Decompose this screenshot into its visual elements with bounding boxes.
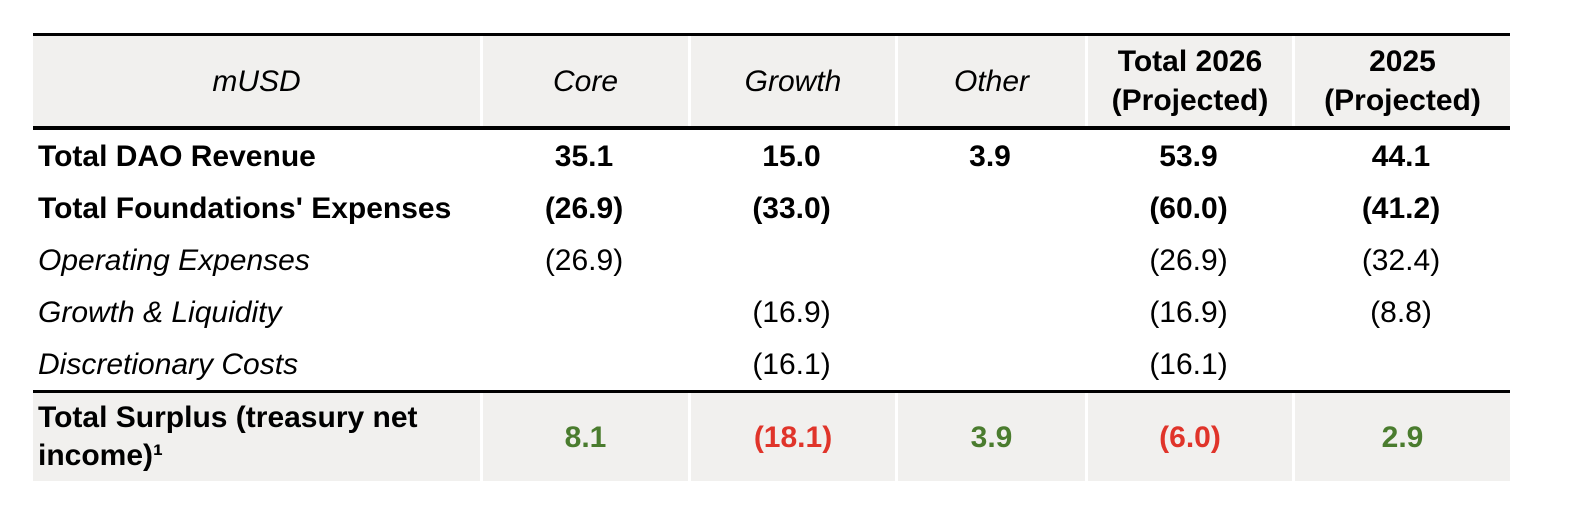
table-cell: (32.4): [1292, 234, 1510, 286]
column-header-2025-projected: 2025 (Projected): [1292, 36, 1510, 126]
row-label: Discretionary Costs: [33, 338, 480, 390]
table-cell: (26.9): [1085, 234, 1292, 286]
table-cell: 3.9: [895, 393, 1085, 481]
header-divider: [33, 126, 1510, 130]
column-header-musd: mUSD: [33, 36, 480, 126]
table-cell: (41.2): [1292, 182, 1510, 234]
total-divider: [33, 390, 1510, 393]
table-cell: 35.1: [480, 130, 688, 182]
column-header-growth: Growth: [688, 36, 895, 126]
row-label: Total Surplus (treasury net income)¹: [33, 393, 480, 481]
table-row-total-dao-revenue: Total DAO Revenue 35.1 15.0 3.9 53.9 44.1: [33, 130, 1510, 182]
column-header-other: Other: [895, 36, 1085, 126]
column-header-total-2026-projected: Total 2026 (Projected): [1085, 36, 1292, 126]
table-cell: [688, 234, 895, 286]
table-cell: (60.0): [1085, 182, 1292, 234]
table-cell: (33.0): [688, 182, 895, 234]
table-cell: (26.9): [480, 182, 688, 234]
table-cell: (16.1): [1085, 338, 1292, 390]
table-row-growth-liquidity: Growth & Liquidity (16.9) (16.9) (8.8): [33, 286, 1510, 338]
table-cell: (16.9): [688, 286, 895, 338]
row-label: Total DAO Revenue: [33, 130, 480, 182]
table-cell: (8.8): [1292, 286, 1510, 338]
table-cell: 44.1: [1292, 130, 1510, 182]
table-cell: (18.1): [688, 393, 895, 481]
table-cell: 15.0: [688, 130, 895, 182]
table-cell: (26.9): [480, 234, 688, 286]
table-cell: (6.0): [1085, 393, 1292, 481]
table-cell: [895, 234, 1085, 286]
row-label: Operating Expenses: [33, 234, 480, 286]
table-cell: (16.9): [1085, 286, 1292, 338]
table-cell: [895, 338, 1085, 390]
row-label: Growth & Liquidity: [33, 286, 480, 338]
table-cell: 2.9: [1292, 393, 1510, 481]
table-body: Total DAO Revenue 35.1 15.0 3.9 53.9 44.1 Tota…: [33, 130, 1510, 390]
row-label: Total Foundations' Expenses: [33, 182, 480, 234]
dao-financials-table: mUSD Core Growth Other Total 2026 (Projected…: [33, 33, 1510, 481]
table-cell: [1292, 338, 1510, 390]
table-row-total-foundations-expenses: Total Foundations' Expenses (26.9) (33.0) (…: [33, 182, 1510, 234]
table-header-row: mUSD Core Growth Other Total 2026 (Projected…: [33, 36, 1510, 126]
table-cell: 53.9: [1085, 130, 1292, 182]
table-cell: [895, 286, 1085, 338]
table-top-border: [33, 33, 1510, 36]
column-header-core: Core: [480, 36, 688, 126]
table-cell: [480, 338, 688, 390]
table-row-operating-expenses: Operating Expenses (26.9) (26.9) (32.4): [33, 234, 1510, 286]
table-cell: 8.1: [480, 393, 688, 481]
table-cell: [895, 182, 1085, 234]
table-total-row: Total Surplus (treasury net income)¹ 8.1(…: [33, 393, 1510, 481]
table-cell: (16.1): [688, 338, 895, 390]
table-row-discretionary-costs: Discretionary Costs (16.1) (16.1): [33, 338, 1510, 390]
table-cell: [480, 286, 688, 338]
table-cell: 3.9: [895, 130, 1085, 182]
